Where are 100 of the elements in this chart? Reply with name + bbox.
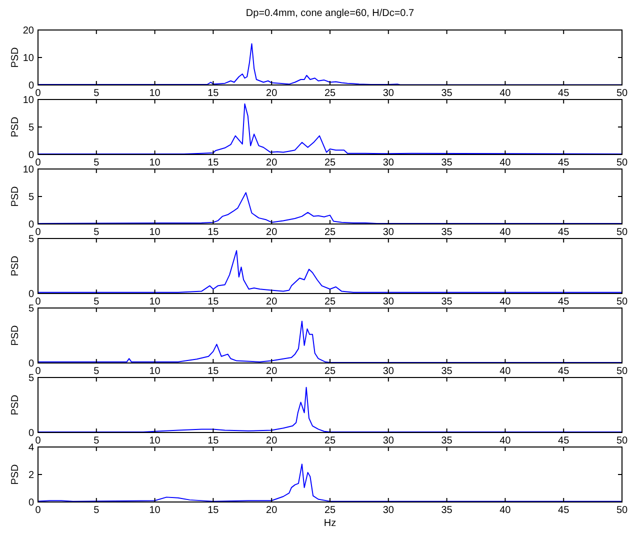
line-series (38, 192, 622, 224)
y-tick-label: 5 (28, 304, 34, 314)
y-tick-label: 0 (28, 428, 34, 439)
x-tick-label: 45 (558, 366, 570, 377)
y-axis-title: PSD (10, 256, 21, 276)
x-tick-label: 40 (500, 88, 512, 99)
x-tick-label: 30 (382, 296, 394, 308)
y-axis-title: PSD (10, 116, 21, 138)
line-series (38, 250, 622, 293)
x-tick-label: 5 (94, 505, 100, 516)
x-tick-label: 0 (35, 436, 42, 446)
x-tick-label: 10 (149, 227, 161, 238)
x-tick-label: 20 (266, 436, 278, 446)
x-tick-label: 25 (324, 88, 336, 99)
x-tick-label: 45 (558, 436, 570, 446)
x-tick-label: 35 (441, 88, 453, 99)
y-tick-label: 0 (28, 498, 34, 508)
x-tick-label: 25 (324, 296, 336, 308)
x-tick-label: 25 (324, 227, 336, 238)
y-axis-title: PSD (10, 186, 21, 207)
x-tick-label: 10 (149, 366, 161, 377)
x-tick-label: 50 (616, 436, 628, 446)
x-tick-label: 15 (208, 505, 220, 516)
x-tick-label: 15 (208, 88, 220, 99)
x-tick-label: 35 (441, 227, 453, 238)
x-tick-label: 5 (94, 88, 100, 99)
line-series (38, 103, 622, 154)
y-tick-label: 10 (22, 164, 34, 176)
line-series (38, 464, 622, 502)
y-tick-label: 10 (22, 53, 34, 64)
x-tick-label: 15 (208, 296, 220, 308)
x-tick-label: 30 (382, 88, 394, 99)
x-tick-label: 25 (324, 505, 336, 516)
x-tick-label: 45 (558, 227, 570, 238)
x-tick-label: 40 (500, 158, 512, 168)
x-tick-label: 15 (208, 227, 220, 238)
x-tick-label: 15 (208, 158, 220, 168)
x-tick-label: 35 (441, 505, 453, 516)
x-tick-label: 10 (149, 505, 161, 516)
y-tick-label: 0 (28, 150, 34, 161)
line-series (38, 386, 622, 432)
x-tick-label: 5 (94, 227, 100, 238)
x-tick-label: 15 (208, 436, 220, 446)
x-tick-label: 35 (441, 158, 453, 168)
y-tick-label: 5 (28, 234, 34, 245)
x-tick-label: 20 (266, 158, 278, 168)
x-tick-label: 0 (35, 227, 42, 238)
y-tick-label: 0 (28, 289, 34, 300)
x-tick-label: 0 (35, 158, 42, 168)
x-tick-label: 10 (149, 88, 161, 99)
x-tick-label: 40 (500, 227, 512, 238)
y-tick-label: 5 (28, 373, 34, 384)
y-tick-label: 5 (28, 192, 34, 203)
y-axis-title: PSD (10, 464, 21, 485)
x-tick-label: 20 (266, 88, 278, 99)
x-tick-label: 0 (35, 505, 42, 516)
x-tick-label: 30 (382, 366, 394, 377)
y-tick-label: 0 (28, 358, 34, 370)
x-tick-label: 50 (616, 158, 628, 168)
x-tick-label: 45 (558, 505, 570, 516)
x-tick-label: 10 (149, 296, 161, 308)
y-axis-title: PSD (10, 47, 21, 68)
y-axis-title: PSD (10, 394, 21, 416)
x-tick-label: 50 (616, 227, 628, 238)
x-tick-label: 0 (35, 366, 42, 377)
x-tick-label: 30 (382, 505, 394, 516)
x-tick-label: 5 (94, 296, 100, 308)
x-tick-label: 10 (149, 158, 161, 168)
x-tick-label: 35 (441, 436, 453, 446)
x-tick-label: 40 (500, 436, 512, 446)
x-tick-label: 0 (35, 296, 42, 308)
x-tick-label: 5 (94, 436, 100, 446)
y-tick-label: 4 (28, 442, 34, 454)
y-axis-title: PSD (10, 325, 21, 346)
x-tick-label: 20 (266, 227, 278, 238)
chart-title: Dp=0.4mm, cone angle=60, H/Dc=0.7 (246, 8, 415, 19)
y-tick-label: 0 (28, 220, 34, 230)
x-tick-label: 30 (382, 436, 394, 446)
x-tick-label: 45 (558, 296, 570, 308)
y-tick-label: 5 (28, 122, 34, 134)
x-tick-label: 40 (500, 505, 512, 516)
x-tick-label: 50 (616, 366, 628, 377)
line-series (38, 43, 622, 85)
x-tick-label: 45 (558, 88, 570, 99)
x-tick-label: 45 (558, 158, 570, 168)
x-tick-label: 5 (94, 158, 100, 168)
x-tick-label: 25 (324, 366, 336, 377)
x-tick-label: 50 (616, 296, 628, 308)
x-tick-label: 20 (266, 366, 278, 377)
x-tick-label: 30 (382, 227, 394, 238)
line-series (38, 320, 622, 363)
y-tick-label: 2 (28, 470, 34, 481)
x-tick-label: 40 (500, 366, 512, 377)
x-tick-label: 15 (208, 366, 220, 377)
x-tick-label: 40 (500, 296, 512, 308)
x-tick-label: 30 (382, 158, 394, 168)
x-tick-label: 20 (266, 296, 278, 308)
x-tick-label: 35 (441, 366, 453, 377)
x-tick-label: 50 (616, 505, 628, 516)
x-tick-label: 5 (94, 366, 100, 377)
